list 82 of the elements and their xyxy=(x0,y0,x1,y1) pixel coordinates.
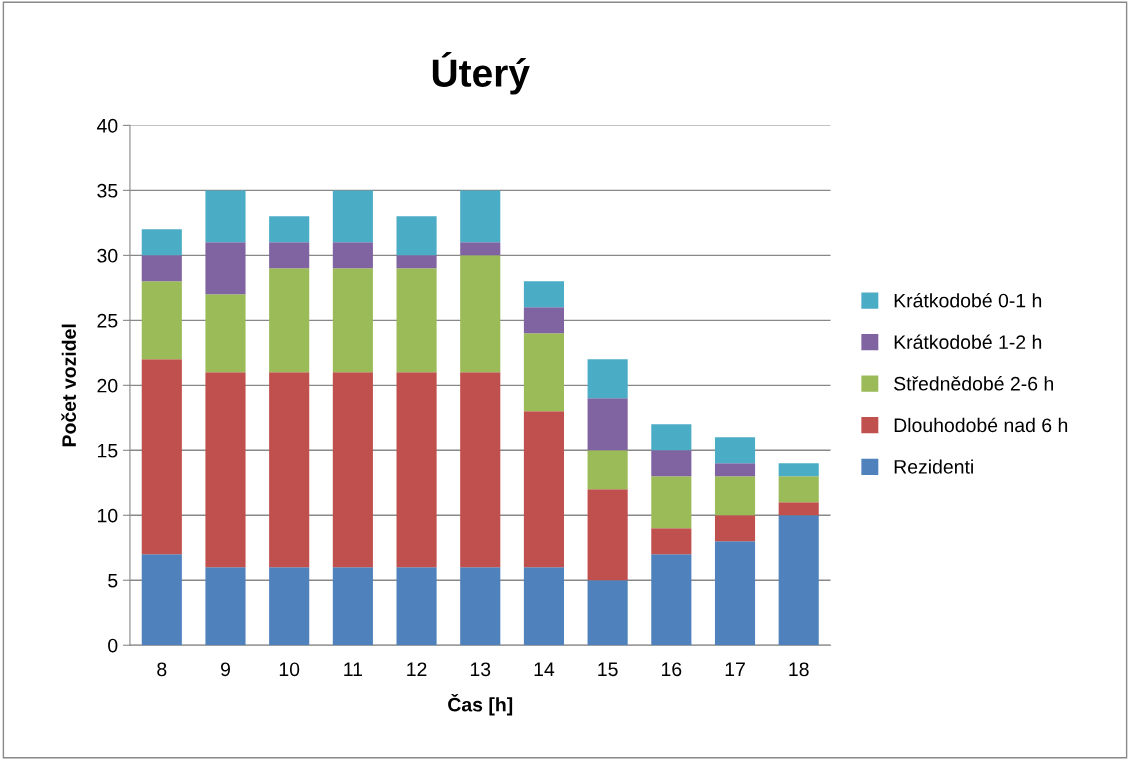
bar xyxy=(778,463,819,477)
bar xyxy=(714,437,756,464)
bar xyxy=(714,476,756,516)
x-tick-label: 8 xyxy=(157,662,167,677)
bar xyxy=(587,489,628,581)
bar xyxy=(269,372,310,568)
bar xyxy=(523,567,564,646)
bar xyxy=(587,450,628,490)
bar xyxy=(269,268,310,373)
x-tick-label: 17 xyxy=(725,662,745,676)
bar xyxy=(651,424,692,451)
bar xyxy=(205,372,246,568)
y-tick-label: 10 xyxy=(98,508,118,523)
bar xyxy=(714,463,756,477)
bar xyxy=(651,554,692,646)
bar xyxy=(205,567,246,646)
bar xyxy=(141,281,182,360)
bar xyxy=(141,255,182,282)
y-tick-label: 35 xyxy=(97,183,118,198)
bar xyxy=(332,268,373,373)
bar xyxy=(460,255,501,373)
bar xyxy=(396,255,437,269)
bar xyxy=(778,502,819,516)
legend-label: Krátkodobé 1-2 h xyxy=(894,334,1042,350)
bar xyxy=(523,411,564,568)
bar xyxy=(332,372,373,568)
bar xyxy=(141,554,182,646)
bar xyxy=(205,242,246,295)
bar xyxy=(651,450,692,477)
bar xyxy=(332,190,373,243)
y-tick-label: 20 xyxy=(97,378,118,393)
x-tick-label: 16 xyxy=(661,662,682,677)
bar xyxy=(587,580,628,646)
legend-label: Střednědobé 2-6 h xyxy=(894,376,1053,391)
bar xyxy=(269,242,310,269)
x-tick-label: 9 xyxy=(220,662,230,677)
x-tick-label: 11 xyxy=(344,662,363,676)
y-axis-title: Počet vozidel xyxy=(61,324,77,447)
legend-label: Krátkodobé 0-1 h xyxy=(894,292,1042,308)
x-axis-title: Čas [h] xyxy=(448,693,513,716)
bar xyxy=(396,268,437,373)
bar xyxy=(141,229,182,256)
bar xyxy=(141,359,182,555)
x-tick-label: 12 xyxy=(407,662,427,676)
y-tick-label: 25 xyxy=(97,313,118,328)
bar xyxy=(714,515,756,542)
y-tick-label: 40 xyxy=(96,118,118,133)
y-tick-label: 15 xyxy=(98,443,118,458)
bar xyxy=(396,567,437,646)
x-tick-label: 15 xyxy=(598,662,618,677)
bar xyxy=(714,541,756,646)
bar xyxy=(396,372,437,568)
x-tick-label: 13 xyxy=(470,662,491,677)
x-tick-label: 10 xyxy=(279,662,300,677)
y-tick-label: 5 xyxy=(108,573,118,588)
bar xyxy=(332,567,373,646)
bar xyxy=(778,515,819,646)
bar xyxy=(460,567,501,646)
bar xyxy=(205,190,246,243)
bar xyxy=(778,476,819,503)
bar xyxy=(587,398,628,451)
bar xyxy=(205,294,246,373)
chart-title: Úterý xyxy=(432,52,530,95)
bar xyxy=(269,216,310,243)
bar xyxy=(460,242,501,256)
bar xyxy=(651,476,692,529)
bar xyxy=(523,281,564,308)
bar xyxy=(523,307,564,334)
bar xyxy=(460,190,501,243)
bar xyxy=(523,333,564,412)
bar xyxy=(396,216,437,256)
y-tick-label: 0 xyxy=(108,638,118,653)
bar xyxy=(651,528,692,555)
legend-label: Dlouhodobé nad 6 h xyxy=(894,417,1068,433)
bar xyxy=(460,372,501,568)
x-tick-label: 14 xyxy=(534,662,555,676)
x-tick-label: 18 xyxy=(789,662,809,677)
y-tick-label: 30 xyxy=(97,248,118,263)
bar xyxy=(587,359,628,399)
legend-label: Rezidenti xyxy=(894,459,973,474)
bar xyxy=(332,242,373,269)
bar xyxy=(269,567,310,646)
